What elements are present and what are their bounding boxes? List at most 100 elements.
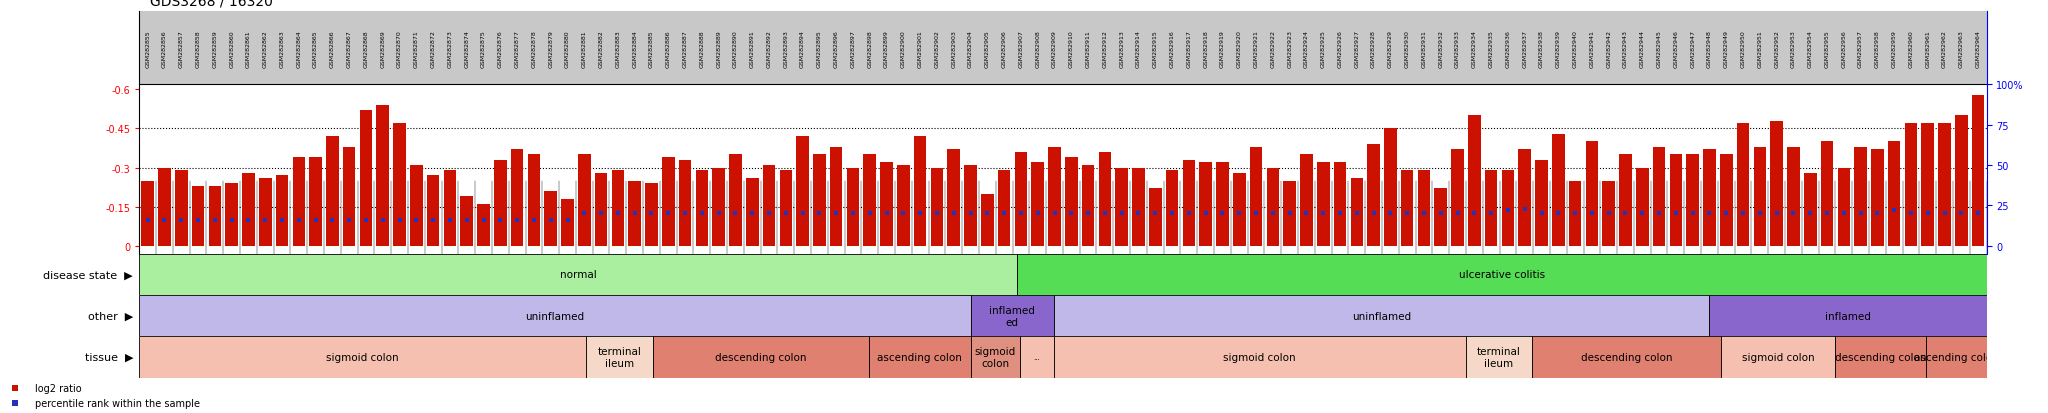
Bar: [139, 254, 1016, 295]
Text: GSM282884: GSM282884: [633, 30, 637, 67]
Text: percentile rank within the sample: percentile rank within the sample: [35, 398, 201, 408]
Bar: [393, 124, 406, 246]
Text: GSM282904: GSM282904: [969, 30, 973, 67]
Bar: [1835, 337, 1925, 378]
Bar: [426, 176, 440, 246]
Text: GSM282865: GSM282865: [313, 30, 317, 67]
Bar: [174, 171, 188, 246]
Text: GSM282925: GSM282925: [1321, 30, 1325, 67]
Bar: [1905, 124, 1917, 246]
Text: GSM282919: GSM282919: [1221, 30, 1225, 67]
Bar: [141, 181, 154, 246]
Text: GSM282923: GSM282923: [1286, 30, 1292, 68]
Text: GSM282932: GSM282932: [1438, 30, 1444, 68]
Bar: [1921, 124, 1933, 246]
Bar: [846, 168, 860, 246]
Text: GSM282889: GSM282889: [717, 30, 721, 67]
Bar: [813, 155, 825, 246]
Text: GSM282906: GSM282906: [1001, 30, 1008, 67]
Bar: [1552, 134, 1565, 246]
Bar: [1653, 147, 1665, 246]
Text: GSM282892: GSM282892: [766, 30, 772, 67]
Bar: [1020, 337, 1053, 378]
Text: GSM282940: GSM282940: [1573, 30, 1577, 67]
Bar: [881, 163, 893, 246]
Bar: [158, 168, 170, 246]
Bar: [1956, 116, 1968, 246]
Bar: [897, 166, 909, 246]
Text: GSM282915: GSM282915: [1153, 30, 1157, 67]
Bar: [1837, 168, 1849, 246]
Bar: [1053, 295, 1710, 337]
Text: GSM282867: GSM282867: [346, 30, 352, 67]
Text: GSM282950: GSM282950: [1741, 30, 1745, 67]
Text: GSM282896: GSM282896: [834, 30, 840, 67]
Text: GSM282885: GSM282885: [649, 30, 653, 67]
Text: log2 ratio: log2 ratio: [35, 383, 82, 393]
Bar: [139, 12, 1987, 85]
Text: descending colon: descending colon: [1581, 352, 1671, 362]
Text: GSM282958: GSM282958: [1874, 30, 1880, 67]
Bar: [477, 204, 489, 246]
Text: GSM282869: GSM282869: [381, 30, 385, 67]
Text: disease state  ▶: disease state ▶: [43, 270, 133, 280]
Text: GSM282878: GSM282878: [530, 30, 537, 67]
Bar: [561, 199, 573, 246]
Text: GSM282888: GSM282888: [698, 30, 705, 67]
Bar: [545, 192, 557, 246]
Bar: [594, 173, 608, 246]
Text: GSM282860: GSM282860: [229, 30, 233, 67]
Text: GSM282934: GSM282934: [1473, 30, 1477, 68]
Text: GSM282895: GSM282895: [817, 30, 821, 67]
Text: GSM282916: GSM282916: [1169, 30, 1176, 67]
Text: GSM282856: GSM282856: [162, 30, 168, 67]
Text: descending colon: descending colon: [1835, 352, 1925, 362]
Text: sigmoid
colon: sigmoid colon: [975, 347, 1016, 368]
Text: ascending colon: ascending colon: [877, 352, 963, 362]
Bar: [678, 160, 692, 246]
Text: GSM282886: GSM282886: [666, 30, 672, 67]
Bar: [829, 147, 842, 246]
Text: GSM282910: GSM282910: [1069, 30, 1073, 67]
Text: GSM282893: GSM282893: [782, 30, 788, 67]
Text: GSM282951: GSM282951: [1757, 30, 1763, 67]
Text: GSM282961: GSM282961: [1925, 30, 1931, 67]
Text: sigmoid colon: sigmoid colon: [1223, 352, 1296, 362]
Bar: [948, 150, 961, 246]
Text: GSM282917: GSM282917: [1186, 30, 1192, 67]
Text: GSM282900: GSM282900: [901, 30, 905, 67]
Bar: [1636, 168, 1649, 246]
Text: descending colon: descending colon: [715, 352, 807, 362]
Text: GSM282882: GSM282882: [598, 30, 604, 67]
Text: GSM282913: GSM282913: [1118, 30, 1124, 67]
Text: inflamed
ed: inflamed ed: [989, 305, 1034, 327]
Bar: [1417, 171, 1430, 246]
Bar: [1872, 150, 1884, 246]
Text: GSM282943: GSM282943: [1622, 30, 1628, 68]
Bar: [1602, 181, 1616, 246]
Bar: [1133, 168, 1145, 246]
Bar: [971, 295, 1053, 337]
Text: GSM282855: GSM282855: [145, 30, 150, 67]
Text: GSM282959: GSM282959: [1892, 30, 1896, 67]
Bar: [713, 168, 725, 246]
Bar: [1368, 145, 1380, 246]
Bar: [729, 155, 741, 246]
Bar: [1116, 168, 1128, 246]
Bar: [1532, 337, 1720, 378]
Text: tissue  ▶: tissue ▶: [84, 352, 133, 362]
Bar: [1016, 254, 1987, 295]
Text: terminal
ileum: terminal ileum: [598, 347, 641, 368]
Text: GSM282962: GSM282962: [1942, 30, 1948, 67]
Text: sigmoid colon: sigmoid colon: [1741, 352, 1815, 362]
Text: sigmoid colon: sigmoid colon: [326, 352, 399, 362]
Bar: [612, 171, 625, 246]
Bar: [645, 184, 657, 246]
Bar: [1266, 168, 1280, 246]
Bar: [1217, 163, 1229, 246]
Bar: [1972, 95, 1985, 246]
Text: terminal
ileum: terminal ileum: [1477, 347, 1522, 368]
Bar: [797, 137, 809, 246]
Bar: [696, 171, 709, 246]
Bar: [1284, 181, 1296, 246]
